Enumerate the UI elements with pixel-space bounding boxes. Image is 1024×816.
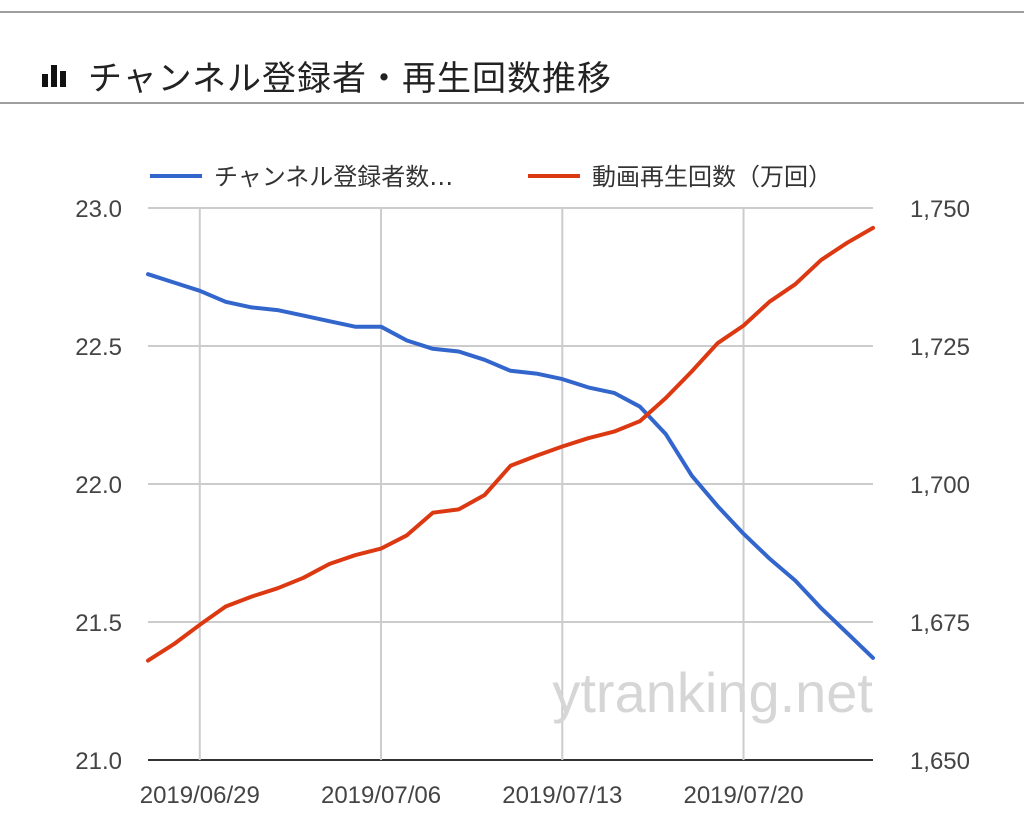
- bar-chart-icon: [42, 63, 72, 87]
- chart-grid: [148, 207, 873, 761]
- left-tick-label: 23.0: [75, 196, 122, 223]
- right-tick-label: 1,750: [910, 196, 970, 223]
- card-header: チャンネル登録者・再生回数推移: [0, 13, 1024, 103]
- right-axis-ticks: 1,650 1,675 1,700 1,725 1,750: [910, 196, 970, 775]
- page-title: チャンネル登録者・再生回数推移: [88, 59, 612, 99]
- legend-label-views: 動画再生回数（万回）: [592, 163, 832, 191]
- watermark: ytranking.net: [552, 661, 873, 724]
- left-tick-label: 21.5: [75, 610, 122, 637]
- right-tick-label: 1,650: [910, 748, 970, 775]
- right-tick-label: 1,675: [910, 610, 970, 637]
- header-divider: [0, 102, 1024, 104]
- series-line-views: [146, 225, 875, 663]
- left-tick-label: 22.0: [75, 472, 122, 499]
- chart-legend: チャンネル登録者数… 動画再生回数（万回）: [150, 163, 832, 191]
- left-axis-ticks: 21.0 21.5 22.0 22.5 23.0: [75, 196, 122, 775]
- right-tick-label: 1,700: [910, 472, 970, 499]
- left-tick-label: 21.0: [75, 748, 122, 775]
- left-tick-label: 22.5: [75, 334, 122, 361]
- top-border: [0, 11, 1024, 13]
- right-tick-label: 1,725: [910, 334, 970, 361]
- x-tick-label: 2019/07/06: [321, 782, 441, 809]
- x-tick-label: 2019/07/20: [683, 782, 803, 809]
- x-tick-label: 2019/06/29: [140, 782, 260, 809]
- chart-series: [146, 225, 875, 663]
- legend-label-subscribers: チャンネル登録者数…: [214, 163, 453, 191]
- x-axis-ticks: 2019/06/29 2019/07/06 2019/07/13 2019/07/20: [140, 782, 804, 809]
- x-tick-label: 2019/07/13: [502, 782, 622, 809]
